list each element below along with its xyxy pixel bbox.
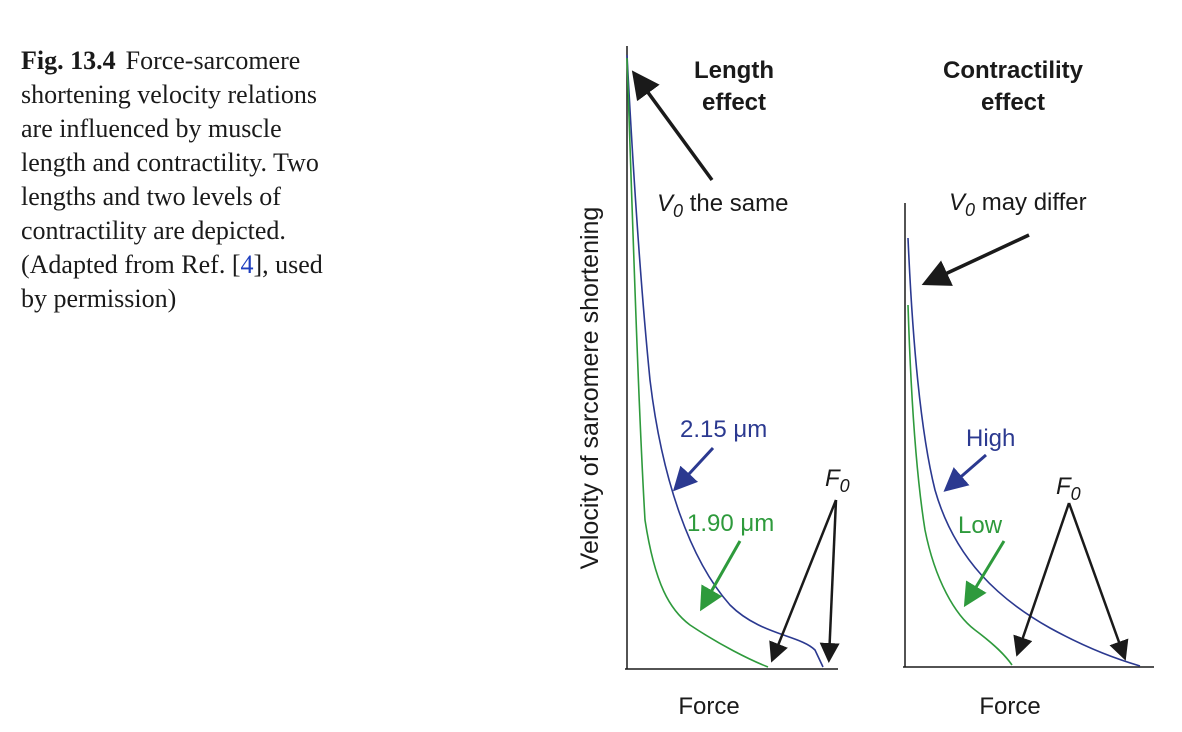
- right-panel-title-line1: Contractility: [943, 57, 1084, 84]
- left-green-curve-1-90um: [626, 57, 769, 668]
- left-x-axis-label: Force: [678, 693, 739, 720]
- figure-caption: Fig. 13.4 Force-sarcomere shortening velo…: [21, 44, 351, 316]
- right-green-curve-low: [907, 304, 1013, 666]
- right-v0-text: may differ: [975, 189, 1087, 216]
- right-v0-symbol: V: [949, 189, 967, 216]
- left-v0-arrow: [631, 70, 714, 182]
- right-v0-arrow: [921, 233, 1030, 286]
- left-f0-arrow-blue: [819, 499, 840, 663]
- right-f0-symbol: F: [1056, 473, 1072, 500]
- right-green-arrow: [963, 540, 1006, 608]
- figure-number: Fig. 13.4: [21, 46, 116, 75]
- left-panel-length-effect: Length effect V0 the same 2.15 μm 1.90 μ…: [625, 46, 850, 720]
- left-v0-subscript: 0: [673, 201, 683, 221]
- right-panel-contractility-effect: Contractility effect V0 may differ High …: [903, 57, 1154, 720]
- left-green-arrow: [700, 540, 742, 612]
- caption-reference-link[interactable]: 4: [240, 250, 254, 279]
- right-blue-label: High: [966, 425, 1015, 452]
- right-blue-arrow: [943, 453, 987, 492]
- right-f0-label: F0: [1056, 473, 1081, 504]
- right-f0-subscript: 0: [1071, 484, 1081, 504]
- right-v0-label: V0 may differ: [949, 189, 1087, 220]
- left-blue-curve-2-15um: [626, 54, 824, 668]
- right-blue-curve-high: [907, 237, 1141, 667]
- left-panel-title-line1: Length: [694, 57, 774, 84]
- right-x-axis-label: Force: [979, 693, 1040, 720]
- left-v0-label: V0 the same: [657, 190, 788, 221]
- left-panel-title-line2: effect: [702, 89, 766, 116]
- left-f0-label: F0: [825, 465, 850, 496]
- right-v0-subscript: 0: [965, 200, 975, 220]
- left-f0-symbol: F: [825, 465, 841, 492]
- right-panel-title-line2: effect: [981, 89, 1045, 116]
- right-green-label: Low: [958, 512, 1003, 539]
- y-axis-label: Velocity of sarcomere shortening: [576, 207, 604, 570]
- left-blue-arrow: [672, 446, 715, 492]
- right-f0-arrow-blue: [1067, 502, 1129, 661]
- left-v0-symbol: V: [657, 190, 675, 217]
- left-f0-subscript: 0: [840, 476, 850, 496]
- left-green-label: 1.90 μm: [687, 510, 774, 537]
- left-v0-text: the same: [683, 190, 788, 217]
- right-f0-arrow-green: [1013, 502, 1071, 657]
- caption-text-before-ref: Force-sarcomere shortening velocity rela…: [21, 46, 319, 279]
- left-f0-arrow-green: [769, 499, 838, 663]
- caption-text-after-ref: ], used by permission): [21, 250, 323, 313]
- left-blue-label: 2.15 μm: [680, 416, 767, 443]
